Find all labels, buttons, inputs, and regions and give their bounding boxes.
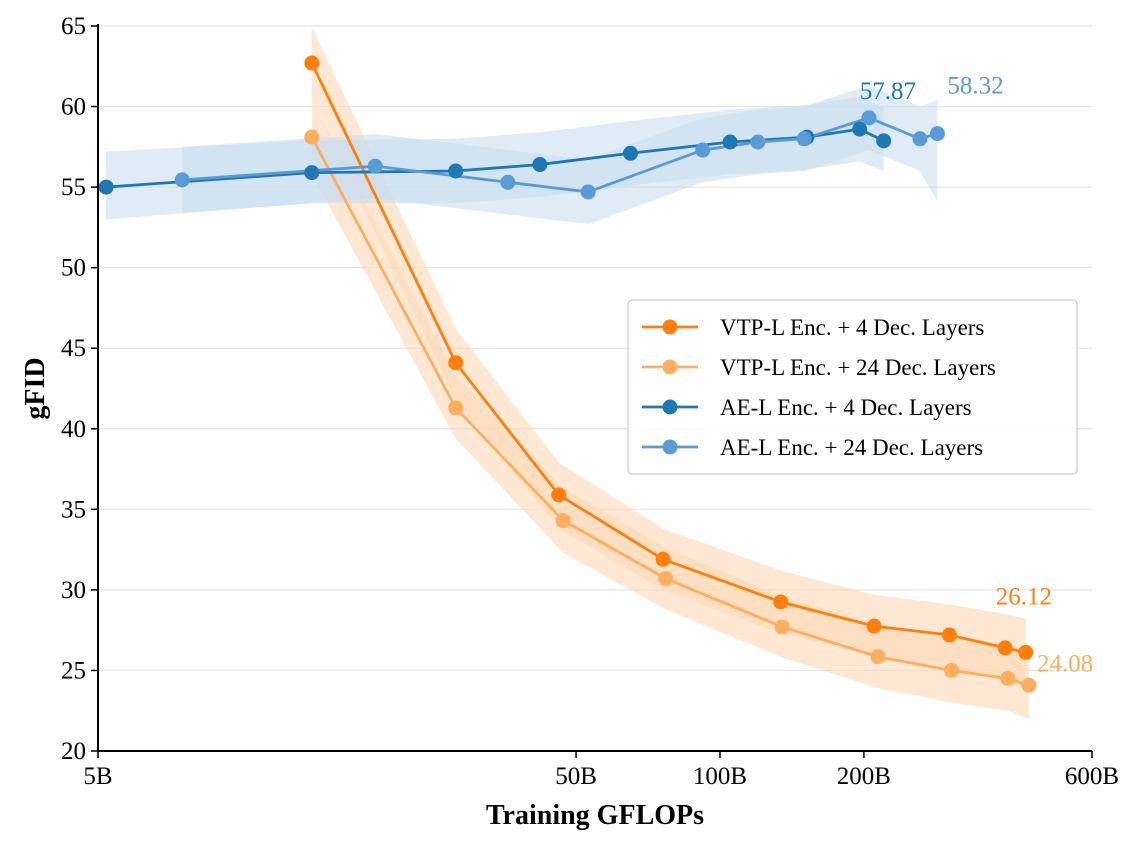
axes: 20 25 30 35 40 45 50 55 60 65 5B 50B 100B 200B 600B <box>61 13 1119 790</box>
annotation-series-2: 57.87 <box>860 78 916 105</box>
annotations: 26.12 24.08 57.87 58.32 <box>860 73 1094 678</box>
legend-box <box>627 299 1078 475</box>
point-series-1-4 <box>774 619 790 635</box>
y-tick-label-40: 40 <box>61 416 86 443</box>
x-axis-title: Training GFLOPs <box>486 800 704 831</box>
legend-label-2: AE-L Enc. + 4 Dec. Layers <box>720 395 972 420</box>
point-series-0-8 <box>1018 644 1034 660</box>
y-tick-label-55: 55 <box>61 174 86 201</box>
point-series-0-6 <box>941 627 957 643</box>
point-series-0-1 <box>448 355 464 371</box>
y-axis-title: gFID <box>20 357 51 419</box>
x-tick-label-5B: 5B <box>83 763 112 790</box>
point-series-3-8 <box>912 131 928 147</box>
point-series-0-7 <box>997 640 1013 656</box>
point-series-3-9 <box>929 126 945 142</box>
x-tick-label-200B: 200B <box>837 763 891 790</box>
y-tick-label-50: 50 <box>61 255 86 282</box>
point-series-3-3 <box>580 184 596 200</box>
point-series-3-5 <box>750 134 766 150</box>
point-series-0-3 <box>655 551 671 567</box>
point-series-3-6 <box>796 131 812 147</box>
legend-marker-0 <box>662 319 678 335</box>
point-series-3-1 <box>367 158 383 174</box>
point-series-2-8 <box>876 133 892 149</box>
series-points <box>98 55 1037 693</box>
point-series-1-2 <box>555 513 571 529</box>
y-tick-label-30: 30 <box>61 577 86 604</box>
point-series-2-0 <box>98 179 114 195</box>
y-tick-label-60: 60 <box>61 94 86 121</box>
point-series-0-4 <box>773 594 789 610</box>
y-tick-label-20: 20 <box>61 738 86 765</box>
point-series-2-7 <box>852 121 868 137</box>
point-series-2-5 <box>722 134 738 150</box>
point-series-1-5 <box>870 649 886 665</box>
point-series-2-3 <box>532 157 548 173</box>
point-series-1-0 <box>304 129 320 145</box>
point-series-0-2 <box>551 487 567 503</box>
point-series-1-3 <box>658 571 674 587</box>
point-series-0-5 <box>866 618 882 634</box>
point-series-1-6 <box>944 662 960 678</box>
legend-marker-1 <box>662 359 678 375</box>
legend-label-1: VTP-L Enc. + 24 Dec. Layers <box>720 355 996 380</box>
point-series-2-2 <box>448 163 464 179</box>
legend-label-3: AE-L Enc. + 24 Dec. Layers <box>720 435 983 460</box>
y-tick-label-25: 25 <box>61 657 86 684</box>
point-series-0-0 <box>304 55 320 71</box>
legend-marker-2 <box>662 399 678 415</box>
point-series-1-1 <box>448 400 464 416</box>
annotation-series-3: 58.32 <box>947 73 1003 100</box>
x-tick-label-600B: 600B <box>1065 763 1119 790</box>
point-series-2-1 <box>304 165 320 181</box>
legend-marker-3 <box>662 439 678 455</box>
x-tick-label-50B: 50B <box>555 763 597 790</box>
point-series-1-8 <box>1021 677 1037 693</box>
point-series-3-0 <box>174 172 190 188</box>
point-series-3-4 <box>695 142 711 158</box>
y-tick-label-65: 65 <box>61 13 86 40</box>
point-series-3-2 <box>500 174 516 190</box>
point-series-3-7 <box>861 110 877 126</box>
point-series-1-7 <box>1000 671 1016 686</box>
legend-label-0: VTP-L Enc. + 4 Dec. Layers <box>720 315 984 340</box>
x-tick-label-100B: 100B <box>693 763 747 790</box>
y-tick-label-35: 35 <box>61 496 86 523</box>
legend: VTP-L Enc. + 4 Dec. Layers VTP-L Enc. + 2… <box>627 299 1078 475</box>
annotation-series-0: 26.12 <box>996 583 1052 610</box>
y-tick-label-45: 45 <box>61 335 86 362</box>
point-series-2-4 <box>623 145 639 161</box>
annotation-series-1: 24.08 <box>1037 650 1093 677</box>
